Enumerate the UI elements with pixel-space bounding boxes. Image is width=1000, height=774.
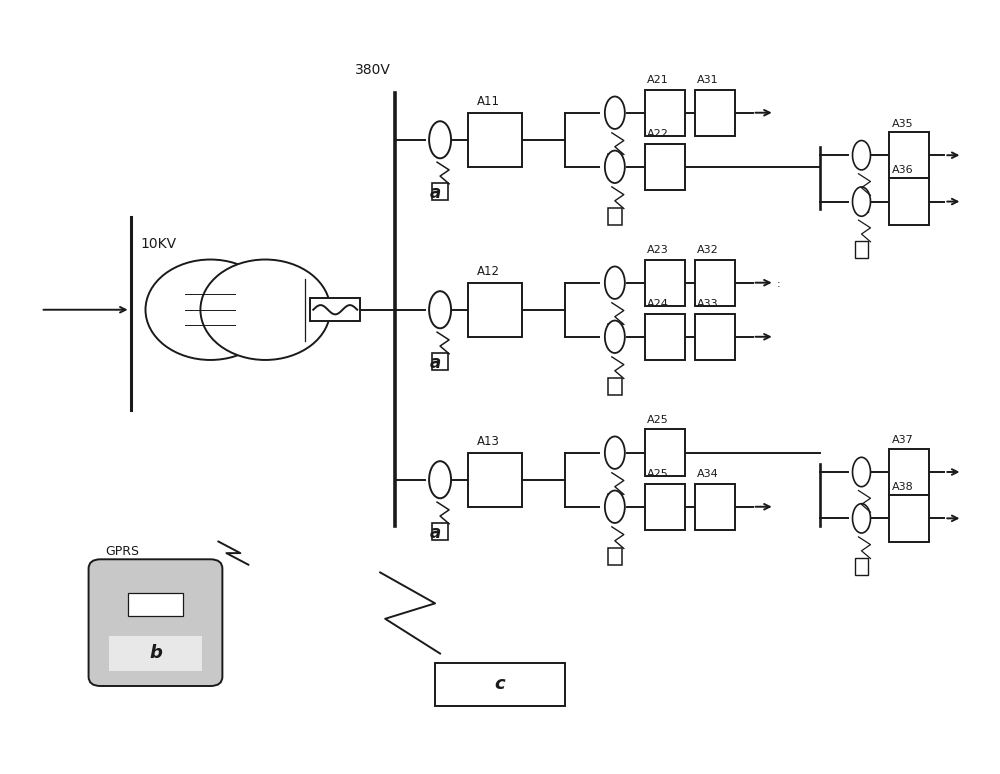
FancyBboxPatch shape [695, 313, 735, 360]
Text: A24: A24 [647, 300, 669, 310]
FancyBboxPatch shape [889, 449, 929, 495]
FancyBboxPatch shape [645, 484, 685, 530]
Text: A33: A33 [697, 300, 718, 310]
FancyBboxPatch shape [695, 259, 735, 306]
Text: GPRS: GPRS [106, 545, 140, 557]
FancyBboxPatch shape [695, 484, 735, 530]
FancyBboxPatch shape [435, 663, 565, 706]
Text: A13: A13 [477, 435, 500, 448]
FancyBboxPatch shape [855, 241, 868, 258]
FancyBboxPatch shape [432, 183, 448, 200]
Text: 380V: 380V [355, 63, 391, 77]
FancyBboxPatch shape [889, 132, 929, 178]
Text: :: : [777, 279, 780, 289]
FancyBboxPatch shape [608, 494, 622, 511]
FancyBboxPatch shape [608, 378, 622, 395]
FancyBboxPatch shape [432, 523, 448, 540]
FancyBboxPatch shape [432, 353, 448, 370]
FancyBboxPatch shape [608, 324, 622, 341]
FancyBboxPatch shape [310, 298, 360, 321]
Text: A31: A31 [697, 75, 718, 85]
FancyBboxPatch shape [608, 154, 622, 171]
FancyBboxPatch shape [645, 313, 685, 360]
Ellipse shape [853, 504, 870, 533]
Text: A34: A34 [697, 469, 718, 479]
Text: A38: A38 [891, 481, 913, 491]
FancyBboxPatch shape [855, 558, 868, 575]
Text: c: c [495, 676, 505, 694]
Text: A11: A11 [477, 95, 500, 108]
FancyBboxPatch shape [645, 430, 685, 476]
FancyBboxPatch shape [109, 636, 202, 670]
Text: A21: A21 [647, 75, 669, 85]
Text: 10KV: 10KV [141, 237, 177, 251]
FancyBboxPatch shape [608, 207, 622, 224]
Ellipse shape [429, 122, 451, 159]
Text: a: a [430, 354, 441, 372]
FancyBboxPatch shape [645, 144, 685, 190]
Text: A25: A25 [647, 416, 669, 425]
Ellipse shape [605, 151, 625, 183]
Ellipse shape [145, 259, 275, 360]
Ellipse shape [605, 437, 625, 469]
FancyBboxPatch shape [468, 283, 522, 337]
FancyBboxPatch shape [889, 178, 929, 224]
Text: A36: A36 [891, 165, 913, 175]
Ellipse shape [605, 97, 625, 129]
Text: a: a [430, 183, 441, 202]
Ellipse shape [853, 187, 870, 216]
Text: A25: A25 [647, 469, 669, 479]
Text: A12: A12 [477, 265, 500, 278]
FancyBboxPatch shape [855, 194, 868, 211]
FancyBboxPatch shape [608, 548, 622, 565]
Text: A32: A32 [697, 245, 718, 255]
FancyBboxPatch shape [695, 90, 735, 136]
FancyBboxPatch shape [468, 453, 522, 507]
FancyBboxPatch shape [128, 593, 183, 616]
Ellipse shape [853, 457, 870, 487]
Ellipse shape [200, 259, 330, 360]
Text: A23: A23 [647, 245, 669, 255]
Text: A37: A37 [891, 436, 913, 445]
Text: A22: A22 [647, 129, 669, 139]
FancyBboxPatch shape [855, 512, 868, 529]
FancyBboxPatch shape [89, 560, 222, 686]
Ellipse shape [429, 461, 451, 498]
Ellipse shape [605, 320, 625, 353]
FancyBboxPatch shape [645, 90, 685, 136]
Ellipse shape [853, 141, 870, 170]
Text: b: b [149, 644, 162, 663]
Text: A35: A35 [891, 118, 913, 128]
FancyBboxPatch shape [645, 259, 685, 306]
FancyBboxPatch shape [889, 495, 929, 542]
Text: a: a [430, 524, 441, 542]
Ellipse shape [429, 291, 451, 328]
Ellipse shape [605, 266, 625, 299]
Ellipse shape [605, 491, 625, 523]
FancyBboxPatch shape [468, 113, 522, 167]
